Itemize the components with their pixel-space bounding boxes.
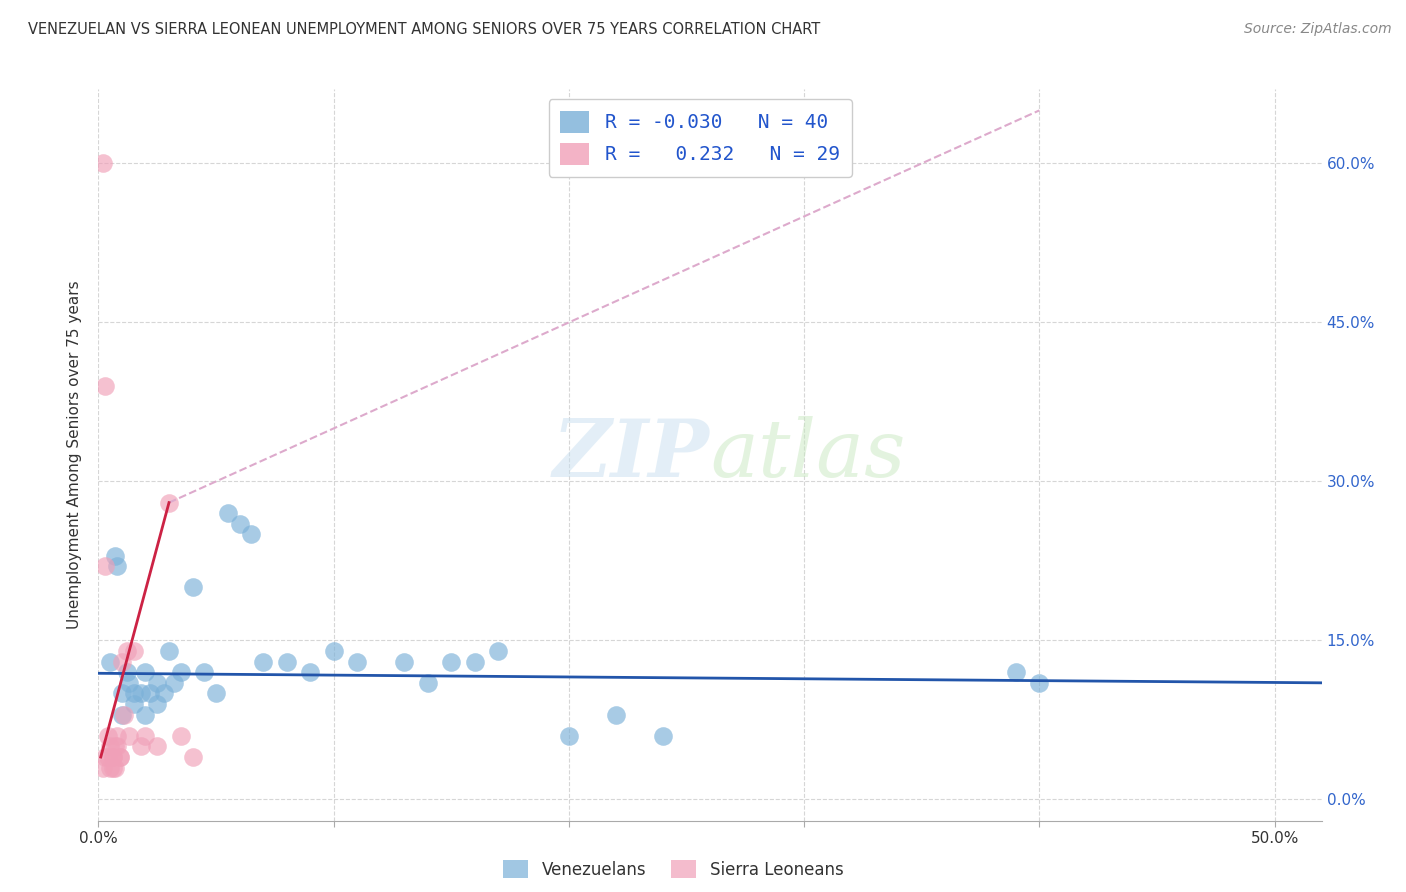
Point xyxy=(97,729,120,743)
Point xyxy=(193,665,215,680)
Point xyxy=(111,655,134,669)
Text: VENEZUELAN VS SIERRA LEONEAN UNEMPLOYMENT AMONG SENIORS OVER 75 YEARS CORRELATIO: VENEZUELAN VS SIERRA LEONEAN UNEMPLOYMEN… xyxy=(28,22,820,37)
Point xyxy=(129,686,152,700)
Point xyxy=(91,156,114,170)
Point xyxy=(240,527,263,541)
Point xyxy=(108,750,131,764)
Point xyxy=(170,729,193,743)
Point xyxy=(416,676,439,690)
Point xyxy=(101,750,124,764)
Point xyxy=(134,707,156,722)
Point xyxy=(217,506,239,520)
Point xyxy=(228,516,250,531)
Text: ZIP: ZIP xyxy=(553,417,710,493)
Point xyxy=(146,697,169,711)
Point xyxy=(101,750,124,764)
Point xyxy=(252,655,274,669)
Point xyxy=(115,644,138,658)
Legend: Venezuelans, Sierra Leoneans: Venezuelans, Sierra Leoneans xyxy=(496,854,851,886)
Point xyxy=(276,655,298,669)
Point xyxy=(157,644,180,658)
Point xyxy=(94,379,117,393)
Text: Source: ZipAtlas.com: Source: ZipAtlas.com xyxy=(1244,22,1392,37)
Point xyxy=(118,729,141,743)
Point xyxy=(146,739,169,754)
Point xyxy=(98,761,121,775)
Point xyxy=(112,707,135,722)
Text: atlas: atlas xyxy=(710,417,905,493)
Point xyxy=(91,761,114,775)
Point xyxy=(134,729,156,743)
Point xyxy=(118,676,141,690)
Point xyxy=(129,739,152,754)
Point xyxy=(134,665,156,680)
Point xyxy=(392,655,416,669)
Point xyxy=(605,707,627,722)
Point xyxy=(1004,665,1026,680)
Point xyxy=(105,729,128,743)
Point xyxy=(104,761,127,775)
Point xyxy=(115,665,138,680)
Point xyxy=(104,549,127,563)
Point xyxy=(111,686,134,700)
Point xyxy=(322,644,344,658)
Point xyxy=(153,686,176,700)
Point xyxy=(122,686,145,700)
Point xyxy=(105,739,128,754)
Point xyxy=(163,676,186,690)
Point xyxy=(558,729,581,743)
Point xyxy=(181,581,204,595)
Point xyxy=(104,739,127,754)
Point xyxy=(98,655,121,669)
Point xyxy=(146,676,169,690)
Point xyxy=(464,655,486,669)
Point xyxy=(170,665,193,680)
Point xyxy=(101,761,124,775)
Point xyxy=(346,655,368,669)
Point xyxy=(94,750,117,764)
Y-axis label: Unemployment Among Seniors over 75 years: Unemployment Among Seniors over 75 years xyxy=(67,281,83,629)
Point xyxy=(181,750,204,764)
Point xyxy=(122,697,145,711)
Point xyxy=(105,559,128,574)
Point xyxy=(652,729,675,743)
Point xyxy=(94,559,117,574)
Point xyxy=(139,686,162,700)
Point xyxy=(157,495,180,509)
Point xyxy=(440,655,463,669)
Point xyxy=(98,739,121,754)
Point xyxy=(299,665,322,680)
Point xyxy=(108,750,131,764)
Point xyxy=(205,686,228,700)
Point xyxy=(486,644,509,658)
Point xyxy=(1028,676,1050,690)
Point xyxy=(122,644,145,658)
Point xyxy=(111,707,134,722)
Point xyxy=(97,750,120,764)
